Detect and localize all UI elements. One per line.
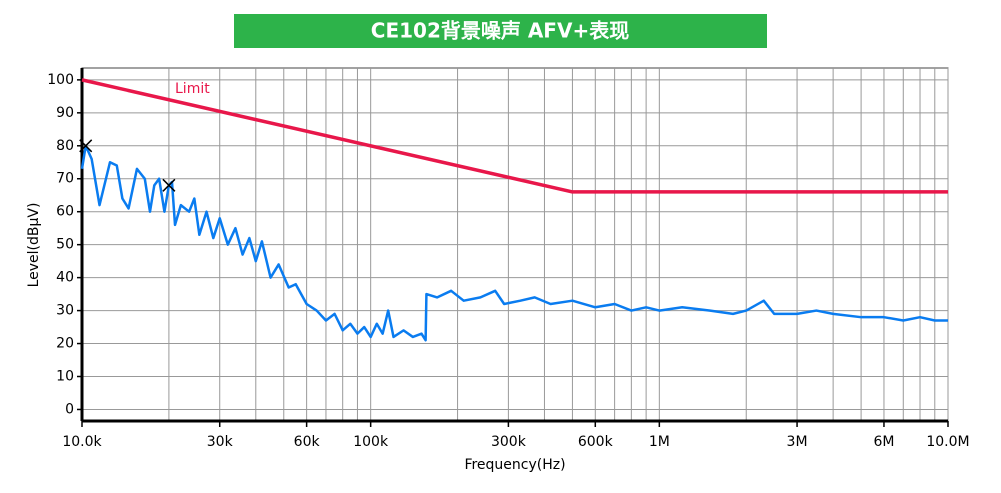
y-tick-label: 80 — [56, 138, 74, 154]
x-tick-label: 10.0k — [62, 434, 102, 450]
y-tick-label: 10 — [56, 369, 74, 385]
series-line — [80, 144, 948, 342]
y-tick-label: 30 — [56, 303, 74, 319]
chart-title: CE102背景噪声 AFV+表现 — [371, 19, 629, 43]
y-tick-label: 100 — [47, 72, 74, 88]
y-axis-label: Level(dBµV) — [26, 203, 42, 288]
x-tick-label: 600k — [578, 434, 614, 450]
y-tick-label: 90 — [56, 105, 74, 121]
y-tick-label: 20 — [56, 336, 74, 352]
x-tick-label: 60k — [294, 434, 321, 450]
y-tick-label: 70 — [56, 171, 74, 187]
peak-marker — [162, 178, 176, 192]
y-tick-label: 0 — [65, 401, 74, 417]
x-tick-label: 6M — [873, 434, 894, 450]
series-label: Limit — [175, 81, 210, 97]
title-banner — [234, 14, 767, 48]
x-tick-label: 10.0M — [926, 434, 969, 450]
series-line — [81, 78, 948, 194]
x-tick-label: 3M — [787, 434, 808, 450]
x-tick-label: 300k — [491, 434, 527, 450]
peak-marker — [79, 139, 93, 153]
x-axis-label: Frequency(Hz) — [464, 457, 565, 473]
y-tick-label: 40 — [56, 270, 74, 286]
x-tick-label: 30k — [207, 434, 234, 450]
y-tick-label: 60 — [56, 204, 74, 220]
x-tick-label: 100k — [353, 434, 389, 450]
x-tick-label: 1M — [649, 434, 670, 450]
y-tick-label: 50 — [56, 237, 74, 253]
